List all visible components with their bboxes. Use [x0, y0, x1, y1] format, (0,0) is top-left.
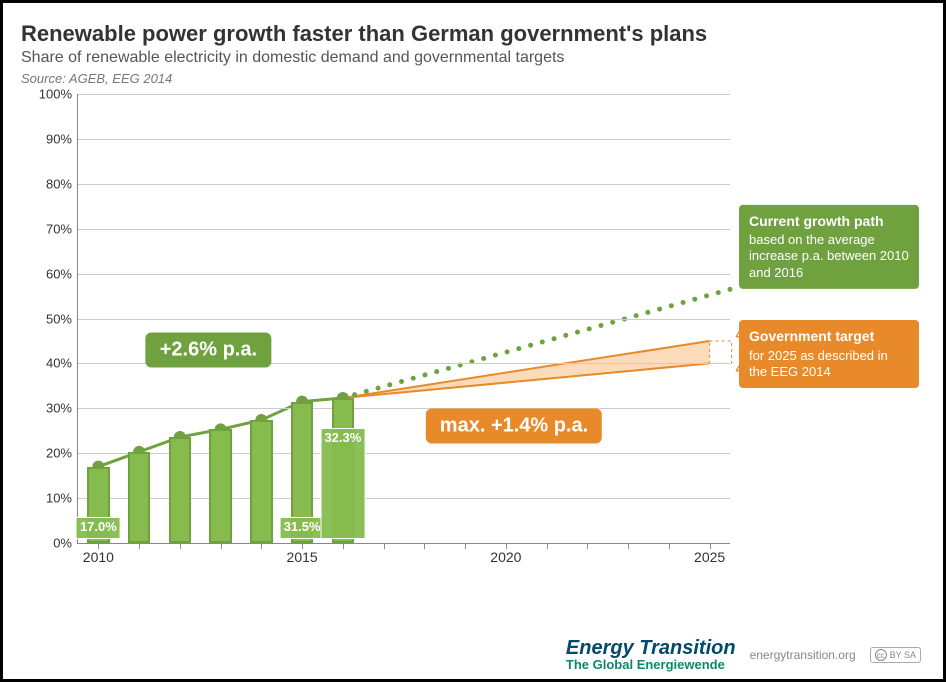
gridline	[78, 184, 730, 185]
growth-path-dot	[528, 343, 533, 348]
x-tick	[669, 543, 670, 549]
gridline	[78, 139, 730, 140]
legend-target: Government target for 2025 as described i…	[739, 320, 919, 388]
cc-icon: cc	[875, 649, 887, 661]
y-axis-label: 50%	[46, 311, 78, 326]
growth-path-dot	[692, 297, 697, 302]
bar	[209, 429, 231, 543]
growth-path-dot	[446, 366, 451, 371]
growth-path-dot	[505, 349, 510, 354]
cc-license-badge: cc BY SA	[870, 647, 921, 663]
growth-path-dot	[387, 382, 392, 387]
y-axis-label: 70%	[46, 221, 78, 236]
y-axis-label: 90%	[46, 131, 78, 146]
x-tick	[384, 543, 385, 549]
y-axis-label: 80%	[46, 176, 78, 191]
chart-subtitle: Share of renewable electricity in domest…	[21, 49, 925, 67]
callout-target: max. +1.4% p.a.	[426, 409, 602, 444]
y-axis-label: 40%	[46, 356, 78, 371]
growth-path-dot	[434, 369, 439, 374]
x-tick	[180, 543, 181, 549]
bar	[250, 420, 272, 543]
legend-title: Government target	[749, 328, 909, 346]
growth-path-dot	[376, 386, 381, 391]
x-tick	[547, 543, 548, 549]
growth-path-dot	[657, 307, 662, 312]
growth-path-dot	[645, 310, 650, 315]
x-axis-label: 2015	[287, 543, 318, 565]
growth-path-dot	[552, 336, 557, 341]
bar-value-label: 17.0%	[76, 517, 121, 539]
growth-path-dot	[716, 290, 721, 295]
y-axis-label: 20%	[46, 446, 78, 461]
growth-path-dot	[399, 379, 404, 384]
growth-path-dot	[704, 293, 709, 298]
growth-path-dot	[587, 326, 592, 331]
x-tick	[424, 543, 425, 549]
bar	[169, 437, 191, 543]
growth-path-dot	[634, 313, 639, 318]
growth-path-dot	[728, 287, 733, 292]
gridline	[78, 94, 730, 95]
gridline	[78, 229, 730, 230]
x-tick	[139, 543, 140, 549]
bar-value-label: 32.3%	[320, 428, 365, 539]
growth-path-dot	[669, 303, 674, 308]
growth-path-dot	[598, 323, 603, 328]
x-tick	[261, 543, 262, 549]
brand-sub: The Global Energiewende	[566, 658, 736, 671]
growth-path-dot	[563, 333, 568, 338]
x-tick	[465, 543, 466, 549]
growth-path-dot	[422, 372, 427, 377]
legend-growth: Current growth pathbased on the average …	[739, 205, 919, 289]
bar	[128, 452, 150, 543]
footer-url: energytransition.org	[750, 648, 856, 662]
y-axis-label: 30%	[46, 401, 78, 416]
legend-body: based on the average increase p.a. betwe…	[749, 232, 909, 281]
growth-path-dot	[411, 376, 416, 381]
growth-path-dot	[352, 392, 357, 397]
gridline	[78, 319, 730, 320]
growth-path-dot	[516, 346, 521, 351]
growth-path-dot	[493, 353, 498, 358]
bar-value-label: 31.5%	[280, 517, 325, 539]
x-axis-label: 2025	[694, 543, 725, 565]
gridline	[78, 408, 730, 409]
gridline	[78, 274, 730, 275]
chart-source: Source: AGEB, EEG 2014	[21, 71, 925, 86]
y-axis-label: 100%	[39, 87, 78, 102]
chart-plot: 0%10%20%30%40%50%60%70%80%90%100%2010201…	[77, 94, 730, 544]
chart-title: Renewable power growth faster than Germa…	[21, 21, 925, 47]
brand: Energy Transition The Global Energiewend…	[566, 638, 736, 671]
legend-body: for 2025 as described in the EEG 2014	[749, 348, 909, 381]
x-axis-label: 2010	[83, 543, 114, 565]
chart-area: 0%10%20%30%40%50%60%70%80%90%100%2010201…	[21, 94, 925, 584]
target-end-box	[710, 341, 732, 363]
growth-path-dot	[681, 300, 686, 305]
growth-path-dot	[364, 389, 369, 394]
callout-growth: +2.6% p.a.	[146, 332, 271, 367]
growth-path-dot	[610, 320, 615, 325]
growth-path-dot	[540, 339, 545, 344]
y-axis-label: 60%	[46, 266, 78, 281]
legend-title: Current growth path	[749, 213, 909, 231]
y-axis-label: 10%	[46, 491, 78, 506]
growth-path-dot	[481, 356, 486, 361]
growth-path-dot	[575, 330, 580, 335]
x-axis-label: 2020	[490, 543, 521, 565]
x-tick	[221, 543, 222, 549]
brand-main: Energy Transition	[566, 638, 736, 658]
cc-text: BY SA	[890, 650, 916, 660]
y-axis-label: 0%	[53, 536, 78, 551]
footer: Energy Transition The Global Energiewend…	[566, 638, 921, 671]
x-tick	[587, 543, 588, 549]
x-tick	[343, 543, 344, 549]
x-tick	[628, 543, 629, 549]
